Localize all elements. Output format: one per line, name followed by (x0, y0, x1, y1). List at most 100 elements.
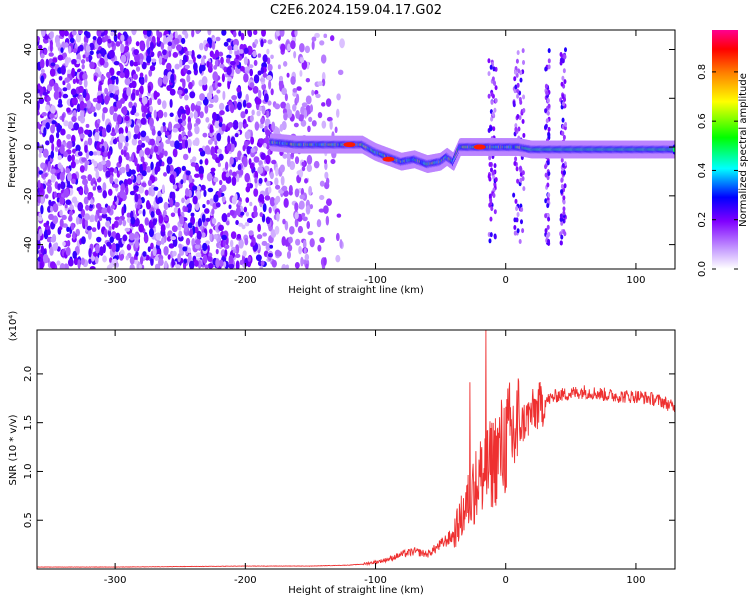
spectrogram-noise-cell (71, 115, 77, 123)
spectrogram-noise-cell (253, 74, 260, 84)
spectrogram-noise-cell (229, 156, 234, 165)
spectrogram-noise-cell (157, 31, 163, 38)
snr-x-tick-label: 0 (503, 575, 509, 586)
spectrogram-noise-cell (317, 81, 323, 87)
spectrogram-noise-cell (174, 63, 180, 70)
spectrogram-noise-cell (70, 160, 76, 169)
spectrogram-noise-cell (105, 220, 110, 227)
spectrogram-streak-cell (514, 84, 518, 90)
spectrogram-streak-cell (547, 48, 551, 54)
spectrogram-noise-cell (188, 174, 193, 185)
spectrogram-noise-cell (63, 120, 69, 127)
spectrogram-streak-cell (562, 134, 566, 140)
spectrogram-noise-cell (53, 82, 59, 93)
spectrogram-noise-cell (108, 49, 115, 59)
spectrogram-noise-cell (200, 64, 206, 72)
spectrogram-noise-cell (319, 194, 325, 201)
spectrogram-noise-cell (42, 91, 48, 96)
spectrogram-noise-cell (321, 102, 326, 107)
spectrogram-noise-cell (50, 236, 56, 243)
spectrogram-noise-cell (281, 263, 287, 269)
spectrogram-noise-cell (256, 234, 263, 240)
spectrogram-noise-cell (77, 46, 81, 53)
spectrogram-noise-cell (260, 260, 265, 266)
spectrogram-noise-cell (253, 156, 260, 163)
spectrogram-noise-cell (160, 224, 166, 233)
spectrogram-noise-cell (185, 187, 190, 197)
spectrogram-noise-cell (236, 233, 242, 239)
spectrogram-noise-cell (85, 44, 91, 53)
spectrogram-noise-cell (149, 117, 154, 127)
spectrogram-noise-cell (80, 236, 86, 245)
spectrogram-streak-cell (516, 212, 520, 218)
spectrogram-noise-cell (239, 65, 245, 72)
spectrogram-noise-cell (235, 60, 240, 66)
spectrogram-noise-cell (136, 174, 142, 185)
spectrogram-noise-cell (60, 65, 66, 75)
spectrogram-noise-cell (154, 166, 159, 175)
spectrogram-streak-cell (513, 160, 517, 166)
spectrogram-noise-cell (194, 173, 200, 178)
spectrogram-noise-cell (82, 178, 88, 186)
spectrogram-streak-cell (515, 166, 519, 172)
spectrogram-noise-cell (136, 204, 141, 210)
spectrogram-noise-cell (92, 97, 98, 103)
spectrogram-noise-cell (192, 56, 196, 64)
spectrogram-noise-cell (205, 117, 210, 123)
spectrogram-noise-cell (230, 231, 237, 240)
spectrogram-noise-cell (64, 204, 68, 209)
spectrogram-noise-cell (130, 175, 135, 180)
snr-x-tick-label: 100 (626, 575, 645, 586)
spectrogram-noise-cell (232, 249, 237, 254)
spectrogram-noise-cell (53, 191, 58, 198)
spectrogram-noise-cell (157, 76, 163, 87)
snr-panel: -300 -200 -100 0 100 0.5 1.0 1.5 2.0 Height of s… (8, 311, 676, 596)
spectrogram-noise-cell (192, 185, 198, 191)
spectrogram-noise-cell (48, 213, 54, 221)
spectrogram-noise-cell (53, 90, 60, 100)
spectrogram-noise-cell (249, 115, 254, 122)
spectrogram-noise-cell (113, 85, 119, 91)
spectrogram-noise-cell (47, 236, 51, 243)
spectrogram-noise-cell (246, 145, 251, 155)
spectrogram-noise-cell (87, 174, 93, 182)
spectrogram-noise-cell (125, 185, 129, 196)
spectrogram-noise-cell (72, 148, 77, 154)
spectrogram-noise-cell (59, 209, 63, 217)
spectrogram-streak-cell (561, 130, 565, 136)
spectrogram-noise-cell (102, 190, 108, 199)
spectrogram-peak (473, 144, 486, 150)
spectrogram-streak-cell (512, 192, 516, 198)
spectrogram-noise-cell (146, 165, 152, 173)
spectrogram-streak-cell (547, 231, 551, 237)
spectrogram-noise-cell (146, 38, 150, 49)
spectrogram-noise-cell (232, 119, 239, 130)
spectrogram-noise-cell (51, 120, 57, 125)
spectrogram-noise-cell (97, 118, 101, 124)
spectrogram-noise-cell (187, 253, 192, 264)
spectrogram-noise-cell (57, 154, 62, 161)
spectrogram-noise-cell (225, 220, 230, 226)
spectrogram-noise-cell (265, 216, 271, 225)
spectrogram-noise-cell (336, 213, 342, 218)
spectrogram-noise-cell (204, 264, 209, 269)
spectrogram-noise-cell (134, 239, 139, 249)
spectrogram-noise-cell (49, 246, 54, 256)
spectrogram-noise-cell (207, 30, 212, 36)
spectrogram-noise-cell (89, 215, 94, 223)
spectrogram-noise-cell (148, 97, 153, 106)
spectrogram-noise-cell (131, 30, 137, 36)
spectrogram-noise-cell (100, 75, 106, 80)
spectrogram-noise-cell (102, 182, 107, 192)
spectrogram-noise-cell (70, 88, 77, 96)
spectrogram-noise-cell (268, 206, 272, 214)
spectrogram-noise-cell (264, 195, 271, 201)
spectrogram-noise-cell (108, 167, 115, 173)
spectrogram-noise-cell (153, 90, 158, 100)
spectrogram-noise-cell (217, 162, 221, 168)
spectrogram-noise-cell (40, 75, 45, 84)
spectrogram-noise-cell (295, 109, 300, 119)
spectrogram-noise-cell (215, 36, 221, 42)
spectrogram-noise-cell (259, 77, 266, 83)
spectrogram-noise-cell (286, 250, 291, 259)
